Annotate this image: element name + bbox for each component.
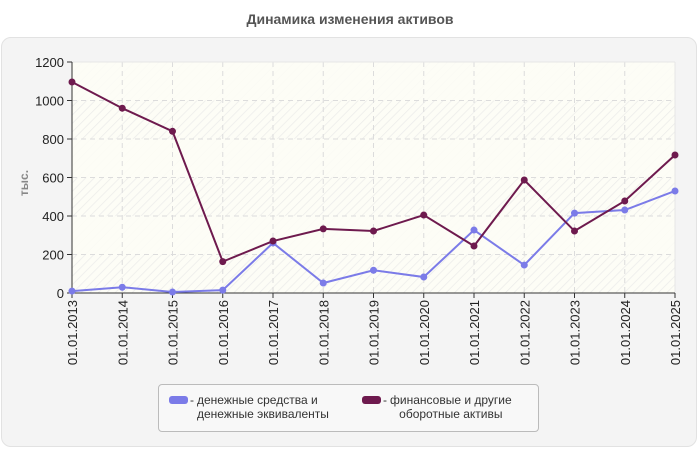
data-point[interactable] <box>671 151 679 159</box>
data-point[interactable] <box>319 225 327 233</box>
legend-label: финансовые и другие <box>390 393 512 407</box>
x-tick-label: 01.01.2013 <box>65 300 80 365</box>
data-point[interactable] <box>219 258 227 266</box>
data-point[interactable] <box>420 211 428 219</box>
data-point[interactable] <box>118 283 126 291</box>
x-tick-label: 01.01.2021 <box>467 300 482 365</box>
data-point[interactable] <box>621 206 629 214</box>
data-point[interactable] <box>520 261 528 269</box>
y-tick-label: 1200 <box>35 55 64 70</box>
data-point[interactable] <box>169 127 176 135</box>
y-tick-label: 800 <box>42 132 64 147</box>
grid-lines <box>72 61 676 293</box>
data-point[interactable] <box>671 187 679 195</box>
x-tick-label: 01.01.2017 <box>266 300 281 365</box>
data-point[interactable] <box>269 237 277 245</box>
x-tick-label: 01.01.2015 <box>166 300 181 365</box>
data-series <box>68 78 679 296</box>
data-point[interactable] <box>68 287 76 295</box>
x-tick-label: 01.01.2022 <box>517 300 532 365</box>
y-tick-label: 200 <box>42 248 64 263</box>
data-point[interactable] <box>219 286 227 294</box>
data-point[interactable] <box>571 227 578 235</box>
legend-label: денежные средства и <box>197 393 318 407</box>
data-point[interactable] <box>470 226 478 234</box>
x-tick-label: 01.01.2014 <box>115 300 130 365</box>
legend-label: денежные эквиваленты <box>197 407 329 421</box>
x-tick-label: 01.01.2025 <box>668 300 683 365</box>
x-tick-label: 01.01.2018 <box>316 300 331 365</box>
x-tick-label: 01.01.2016 <box>216 300 231 365</box>
data-point[interactable] <box>169 288 176 296</box>
chart-title: Динамика изменения активов <box>246 11 454 27</box>
data-point[interactable] <box>319 279 327 287</box>
x-tick-label: 01.01.2023 <box>568 300 583 365</box>
x-tick-label: 01.01.2019 <box>367 300 382 365</box>
x-tick-label: 01.01.2024 <box>618 300 633 365</box>
data-point[interactable] <box>470 242 478 250</box>
y-tick-label: 400 <box>42 209 64 224</box>
data-point[interactable] <box>370 227 377 235</box>
data-point[interactable] <box>420 273 428 281</box>
data-point[interactable] <box>370 266 377 274</box>
x-tick-label: 01.01.2020 <box>417 300 432 365</box>
data-point[interactable] <box>621 197 629 205</box>
y-tick-label: 600 <box>42 171 64 186</box>
y-tick-label: 1000 <box>35 94 64 109</box>
legend-item-cash[interactable]: - денежные средства и денежные эквивален… <box>169 393 329 421</box>
legend-swatch-financial <box>362 396 381 404</box>
legend-item-financial[interactable]: - финансовые и другие оборотные активы <box>362 393 512 421</box>
data-point[interactable] <box>68 78 76 86</box>
legend-swatch-cash <box>169 396 188 404</box>
legend: - денежные средства и денежные эквивален… <box>158 384 539 432</box>
data-point[interactable] <box>118 104 126 112</box>
data-point[interactable] <box>520 176 528 184</box>
data-point[interactable] <box>571 209 578 217</box>
y-tick-label: 0 <box>57 286 64 301</box>
axes: 0 200 400 600 800 1000 1200 01.01.2013 01.01.201… <box>35 55 683 365</box>
legend-label: оборотные активы <box>399 407 503 421</box>
